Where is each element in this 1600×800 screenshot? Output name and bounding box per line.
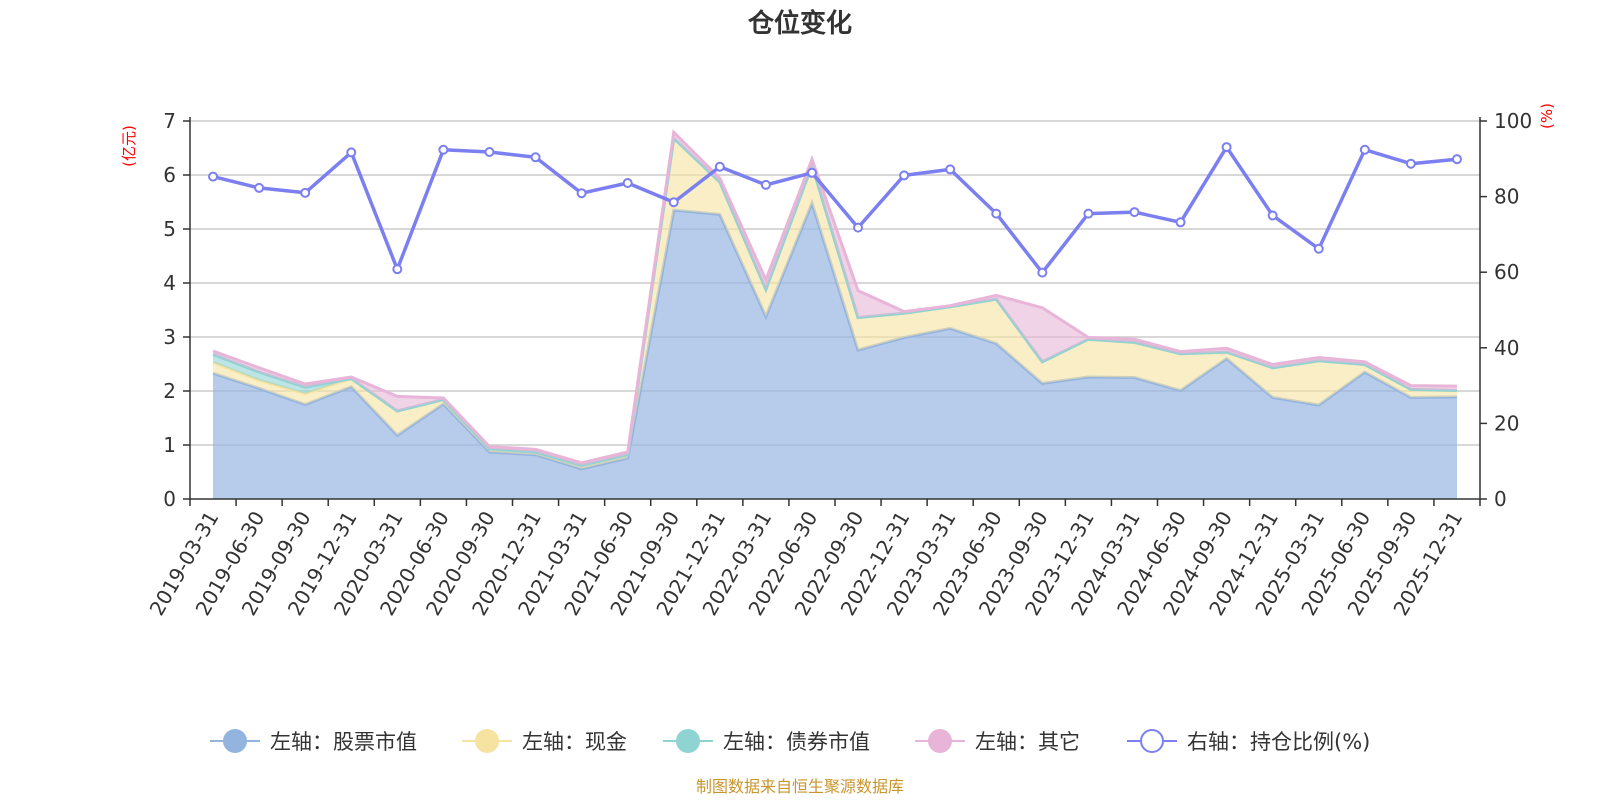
legend-item[interactable]: 左轴：股票市值 <box>210 729 417 754</box>
ratio-point <box>991 208 1002 219</box>
ratio-point <box>1405 158 1416 169</box>
ratio-point <box>1267 210 1278 221</box>
legend-label: 左轴：债券市值 <box>723 730 870 754</box>
ratio-point <box>576 188 587 199</box>
ratio-point <box>1359 144 1370 155</box>
ratio-point <box>1129 207 1140 218</box>
ratio-point <box>760 179 771 190</box>
ratio-point <box>668 197 679 208</box>
legend-item[interactable]: 右轴：持仓比例(%) <box>1127 729 1370 754</box>
ratio-point <box>1221 142 1232 153</box>
right-axis-tick-label: 0 <box>1494 487 1507 511</box>
left-axis-tick-label: 6 <box>163 163 176 187</box>
ratio-point <box>899 170 910 181</box>
source-note: 制图数据来自恒生聚源数据库 <box>696 777 904 796</box>
legend-marker <box>475 729 499 753</box>
legend-label: 右轴：持仓比例(%) <box>1187 730 1370 754</box>
ratio-line-series <box>208 142 1462 278</box>
ratio-point <box>1451 154 1462 165</box>
ratio-point <box>945 164 956 175</box>
ratio-point <box>622 177 633 188</box>
left-axis-unit: (亿元) <box>120 125 138 167</box>
right-axis-unit: (%) <box>1538 103 1556 129</box>
legend-item[interactable]: 左轴：现金 <box>462 729 627 754</box>
ratio-point <box>853 222 864 233</box>
ratio-point <box>392 264 403 275</box>
ratio-point <box>1083 208 1094 219</box>
legend-label: 左轴：股票市值 <box>270 730 417 754</box>
left-axis-tick-label: 4 <box>163 271 176 295</box>
right-axis-tick-label: 80 <box>1494 185 1519 209</box>
ratio-point <box>484 146 495 157</box>
right-axis-tick-label: 60 <box>1494 260 1519 284</box>
ratio-point <box>300 187 311 198</box>
legend-item[interactable]: 左轴：其它 <box>915 729 1080 754</box>
legend-marker <box>223 729 247 753</box>
ratio-point <box>346 147 357 158</box>
left-axis-tick-label: 5 <box>163 217 176 241</box>
ratio-point <box>1175 217 1186 228</box>
legend[interactable]: 左轴：股票市值 左轴：现金 左轴：债券市值 左轴：其它 右轴：持仓比例(%) <box>210 729 1370 754</box>
left-axis-tick-label: 3 <box>163 325 176 349</box>
left-axis-tick-label: 1 <box>163 433 176 457</box>
ratio-point <box>208 171 219 182</box>
legend-marker <box>928 729 952 753</box>
area-0 <box>213 203 1457 499</box>
left-axis-tick-label: 2 <box>163 379 176 403</box>
right-axis-tick-label: 100 <box>1494 109 1532 133</box>
ratio-point <box>254 182 265 193</box>
legend-item[interactable]: 左轴：债券市值 <box>663 729 870 754</box>
ratio-point <box>530 152 541 163</box>
area-edge-3 <box>212 129 1458 465</box>
legend-label: 左轴：现金 <box>522 730 627 754</box>
ratio-line <box>212 145 1458 275</box>
area-series <box>212 129 1458 499</box>
ratio-point <box>438 144 449 155</box>
ratio-point <box>714 161 725 172</box>
left-axis-tick-label: 7 <box>163 109 176 133</box>
ratio-point <box>1313 243 1324 254</box>
chart-title: 仓位变化 <box>747 8 852 39</box>
ratio-point <box>806 167 817 178</box>
left-axis-tick-label: 0 <box>163 487 176 511</box>
legend-marker <box>676 729 700 753</box>
right-axis-tick-label: 20 <box>1494 411 1519 435</box>
ratio-point <box>1037 267 1048 278</box>
legend-label: 左轴：其它 <box>975 730 1080 754</box>
legend-marker <box>1140 729 1164 753</box>
right-axis-tick-label: 40 <box>1494 336 1519 360</box>
